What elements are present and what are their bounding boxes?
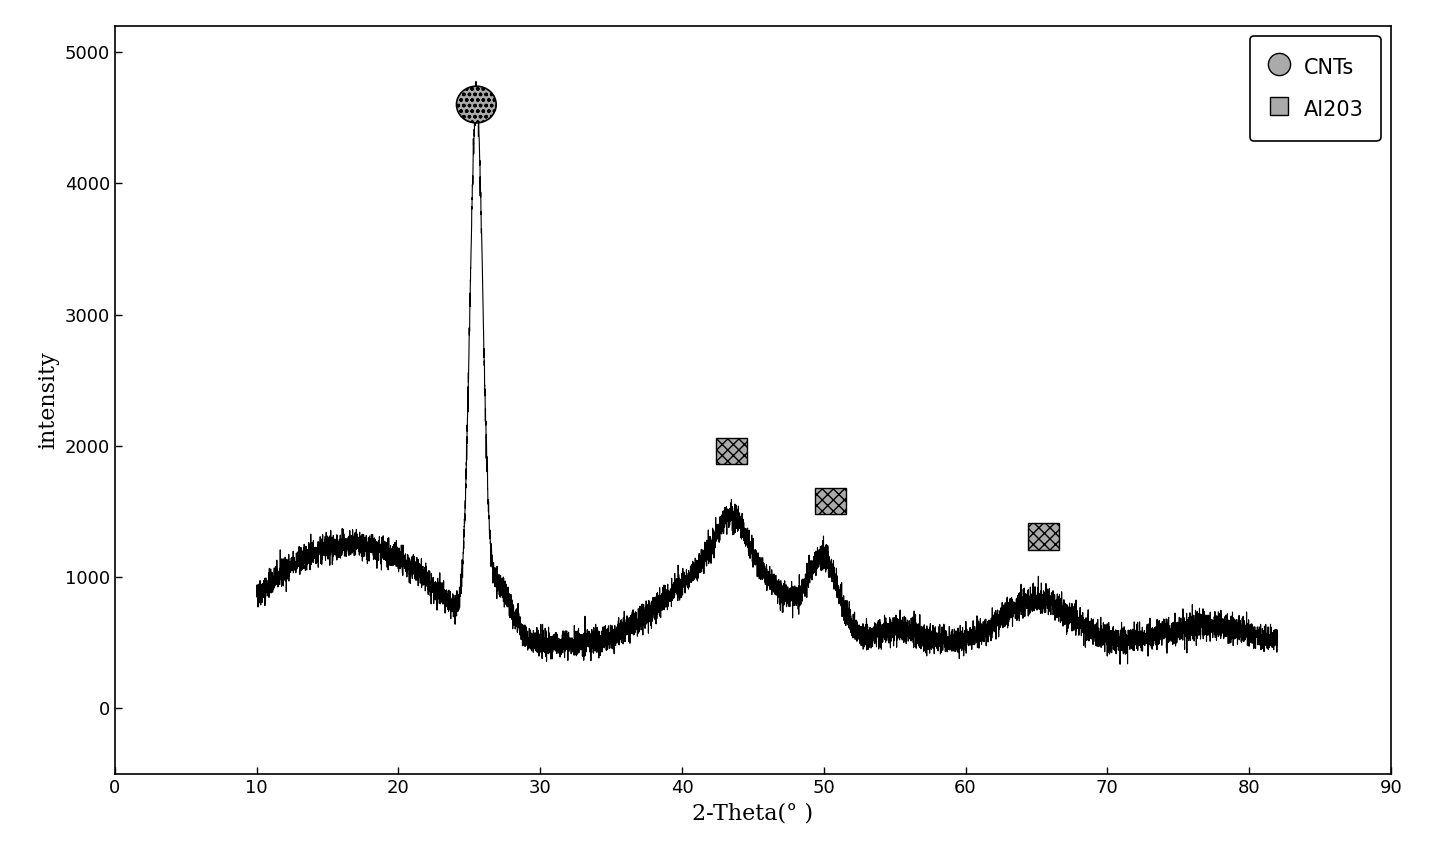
Y-axis label: intensity: intensity [37,351,59,449]
Bar [1028,523,1060,550]
Bar [716,438,747,464]
Ellipse shape [456,86,496,123]
Legend: CNTs, Al203: CNTs, Al203 [1250,36,1381,141]
Bar [816,488,846,514]
X-axis label: 2-Theta(° ): 2-Theta(° ) [693,802,813,825]
